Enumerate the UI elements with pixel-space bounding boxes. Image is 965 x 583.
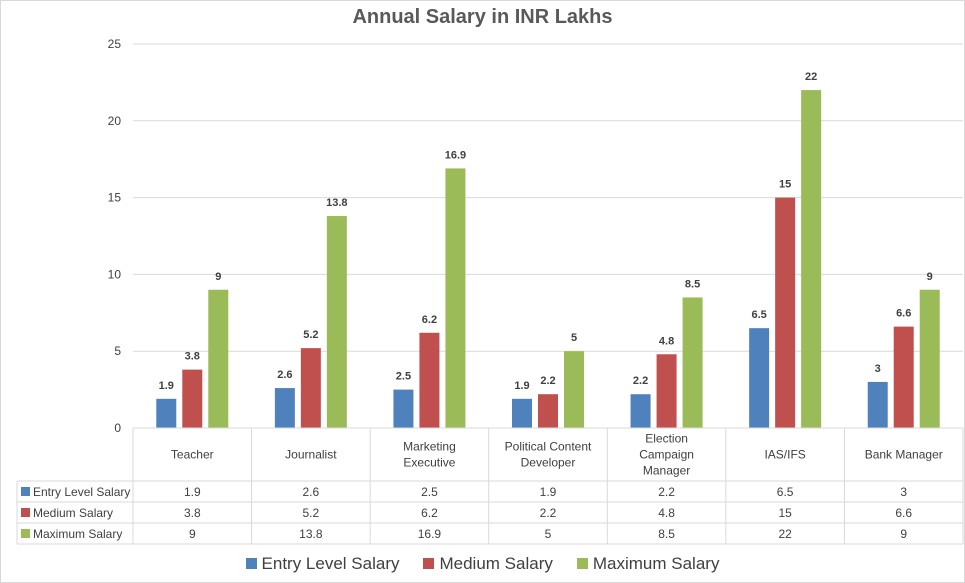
category-label: Marketing [403,440,456,454]
table-cell-value: 5 [545,527,552,541]
bar [274,388,295,428]
table-cell-value: 3.8 [184,506,201,520]
bar [393,389,414,428]
legend-item: Maximum Salary [576,554,720,574]
data-label: 4.8 [659,335,674,347]
data-label: 8.5 [685,278,700,290]
data-label: 5 [571,332,577,344]
category-label: Manager [643,464,690,478]
data-label: 9 [927,271,933,283]
category-label: Bank Manager [865,448,943,462]
category-label: Journalist [285,448,337,462]
data-label: 2.2 [633,375,648,387]
table-cell-value: 8.5 [658,527,675,541]
legend: Entry Level Salary Medium Salary Maximum S… [0,554,965,574]
data-label: 3.8 [185,351,200,363]
legend-swatch [423,558,435,569]
bar [630,394,651,428]
data-label: 16.9 [445,149,466,161]
table-series-label: Maximum Salary [33,527,122,541]
bar [300,348,321,428]
y-tick-label: 10 [108,267,122,281]
bar [512,398,532,428]
y-tick-label: 5 [114,344,121,358]
bar [867,381,888,428]
data-label: 13.8 [326,197,347,209]
table-series-label: Entry Level Salary [33,485,130,499]
bar [208,289,229,428]
table-cell-value: 2.2 [658,485,675,499]
bar [538,394,558,428]
data-label: 6.2 [422,314,437,326]
table-cell-value: 15 [778,506,792,520]
table-series-label: Medium Salary [33,506,113,520]
data-label: 5.2 [303,329,318,341]
legend-item: Medium Salary [423,554,553,574]
data-label: 6.5 [751,309,766,321]
legend-label: Entry Level Salary [261,554,400,573]
data-label: 2.6 [277,369,292,381]
bar [182,369,203,428]
bar [564,351,584,428]
category-label: Developer [521,456,576,470]
table-cell-value: 2.2 [540,506,557,520]
data-label: 3 [875,363,881,375]
category-label: IAS/IFS [764,448,805,462]
chart-title: Annual Salary in INR Lakhs [352,6,613,28]
legend-label: Maximum Salary [592,554,720,573]
bar [801,90,822,428]
table-cell-value: 16.9 [418,527,442,541]
category-label: Teacher [171,448,214,462]
legend-label: Medium Salary [439,554,553,573]
table-cell-value: 13.8 [299,527,323,541]
table-cell-value: 3 [900,485,907,499]
bar [893,326,914,428]
y-tick-label: 20 [108,114,122,128]
category-label: Election [645,432,688,446]
table-cell-value: 2.6 [303,485,320,499]
legend-swatch [245,558,257,569]
table-legend-key [21,508,30,517]
bar [749,328,770,428]
y-tick-label: 15 [108,191,122,205]
table-legend-key [21,487,30,496]
bar [445,168,466,428]
data-label: 6.6 [896,308,911,320]
y-tick-label: 0 [114,421,121,435]
data-label: 9 [215,271,221,283]
data-label: 22 [805,71,817,83]
data-label: 1.9 [514,380,529,392]
bar [682,297,703,428]
data-label: 1.9 [159,380,174,392]
table-cell-value: 6.5 [777,485,794,499]
bar [919,289,940,428]
table-cell-value: 22 [778,527,792,541]
data-label: 15 [779,179,791,191]
bar [156,398,177,428]
table-cell-value: 6.6 [895,506,912,520]
table-cell-value: 9 [900,527,907,541]
table-cell-value: 5.2 [303,506,320,520]
legend-swatch [576,558,588,569]
category-label: Campaign [639,448,694,462]
legend-item: Entry Level Salary [245,554,400,574]
bar [419,332,440,428]
bar [656,354,677,428]
table-cell-value: 9 [189,527,196,541]
table-cell-value: 2.5 [421,485,438,499]
category-label: Political Content [505,440,592,454]
bar [775,197,796,428]
y-tick-label: 25 [108,37,122,51]
data-label: 2.2 [540,375,555,387]
table-cell-value: 1.9 [540,485,557,499]
data-label: 2.5 [396,371,411,383]
table-legend-key [21,529,30,538]
category-label: Executive [403,456,455,470]
table-cell-value: 6.2 [421,506,438,520]
table-cell-value: 1.9 [184,485,201,499]
bar [326,216,347,428]
table-cell-value: 4.8 [658,506,675,520]
